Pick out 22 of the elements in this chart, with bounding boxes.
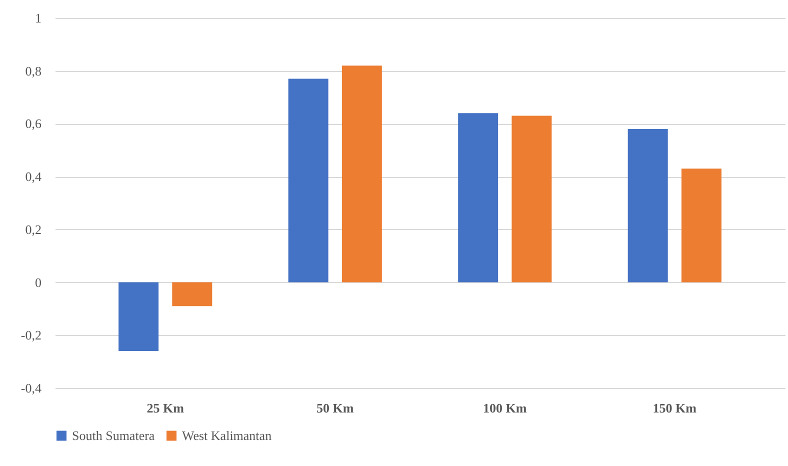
legend-label: West Kalimantan (182, 428, 272, 443)
y-tick-label: 0,2 (25, 222, 42, 237)
legend-label: South Sumatera (72, 428, 155, 443)
x-tick-label: 150 Km (652, 400, 697, 416)
bar (512, 116, 552, 282)
bar (681, 168, 722, 282)
y-tick-label: 0 (35, 274, 42, 290)
bar (288, 78, 328, 282)
x-tick-label: 50 Km (316, 400, 354, 416)
y-tick-label: 0,6 (25, 116, 42, 132)
x-tick-label: 100 Km (483, 400, 527, 416)
y-tick-label: 0,8 (25, 63, 42, 78)
x-tick-label: 25 Km (146, 400, 184, 416)
y-tick-label: -0,4 (20, 380, 42, 396)
y-tick-label: 1 (35, 10, 42, 26)
y-tick-label: -0,2 (20, 328, 42, 343)
bar (458, 113, 498, 282)
bar (628, 129, 668, 282)
bar (118, 282, 159, 351)
y-tick-label: 0,4 (25, 169, 42, 184)
bar (172, 282, 212, 306)
bar (342, 66, 382, 282)
